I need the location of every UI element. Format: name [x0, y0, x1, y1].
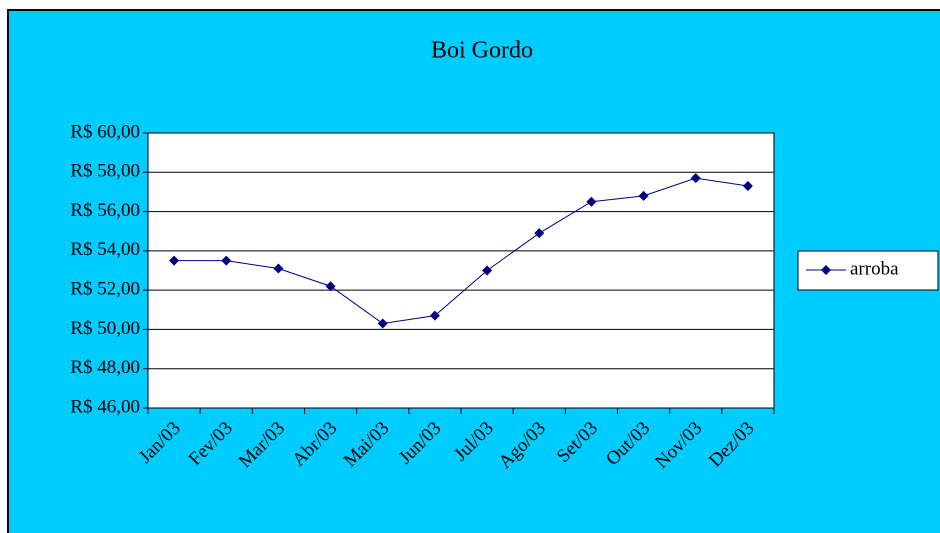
point-marker	[325, 281, 336, 292]
y-tick-label: R$ 52,00	[70, 279, 140, 300]
y-tick-label: R$ 58,00	[70, 161, 140, 182]
point-marker	[690, 173, 701, 184]
plot-area	[147, 132, 775, 409]
series-line	[174, 177, 748, 325]
y-tick-label: R$ 46,00	[70, 396, 140, 417]
y-tick-label: R$ 56,00	[70, 200, 140, 221]
point-marker	[377, 318, 388, 329]
point-marker	[429, 310, 440, 321]
point-marker	[534, 228, 545, 239]
y-tick-label: R$ 50,00	[70, 318, 140, 339]
legend-marker	[821, 265, 831, 275]
point-marker	[482, 265, 493, 276]
point-marker	[638, 190, 649, 201]
point-marker	[221, 255, 232, 266]
point-marker	[169, 255, 180, 266]
legend-label: arroba	[850, 258, 899, 279]
y-tick-label: R$ 54,00	[70, 239, 140, 260]
chart-title: Boi Gordo	[431, 38, 533, 64]
point-marker	[586, 196, 597, 207]
point-marker	[742, 181, 753, 192]
point-marker	[273, 263, 284, 274]
y-tick-label: R$ 60,00	[70, 121, 140, 142]
y-tick-label: R$ 48,00	[70, 357, 140, 378]
